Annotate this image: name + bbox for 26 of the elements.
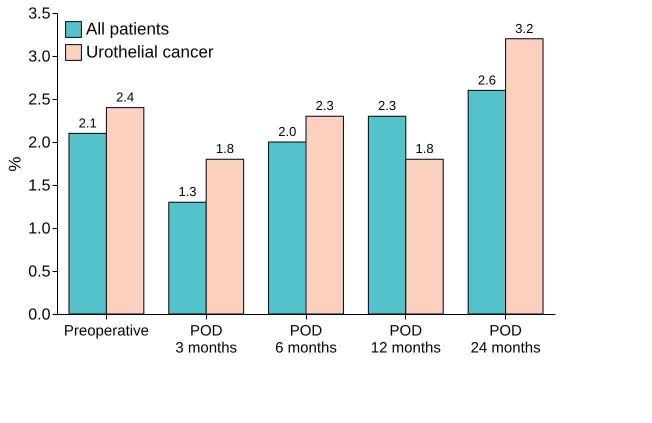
- data-label: 3.2: [515, 20, 534, 36]
- x-tick-label: Preoperative: [64, 322, 149, 340]
- y-tick-label: 0.0: [28, 306, 51, 324]
- data-label: 2.4: [116, 90, 134, 105]
- data-label: 1.8: [216, 141, 234, 156]
- data-label: 2.6: [478, 72, 496, 88]
- legend-label: Urothelial cancer: [86, 42, 214, 62]
- x-tick-label: POD 3 months: [175, 322, 238, 356]
- y-tick-label: 2.5: [28, 92, 51, 108]
- y-axis-title: %: [5, 156, 24, 172]
- legend-label: All patients: [86, 20, 170, 38]
- data-label: 2.3: [378, 98, 396, 114]
- data-label: 1.3: [178, 184, 197, 200]
- x-tick-label: POD 12 months: [370, 322, 441, 356]
- x-tick-label: POD 24 months: [470, 322, 541, 356]
- y-tick-label: 1.0: [28, 220, 51, 238]
- y-tick-label: 0.5: [28, 264, 51, 280]
- y-tick-label: 2.0: [28, 134, 51, 152]
- y-tick-label: 3.5: [28, 6, 51, 22]
- x-tick-label: POD 6 months: [275, 322, 337, 356]
- y-tick-label: 3.0: [28, 48, 51, 66]
- y-tick-label: 1.5: [28, 178, 51, 194]
- data-label: 2.0: [278, 124, 296, 139]
- data-label: 1.8: [415, 141, 434, 156]
- data-label: 2.3: [316, 98, 334, 114]
- data-label: 2.1: [78, 115, 97, 130]
